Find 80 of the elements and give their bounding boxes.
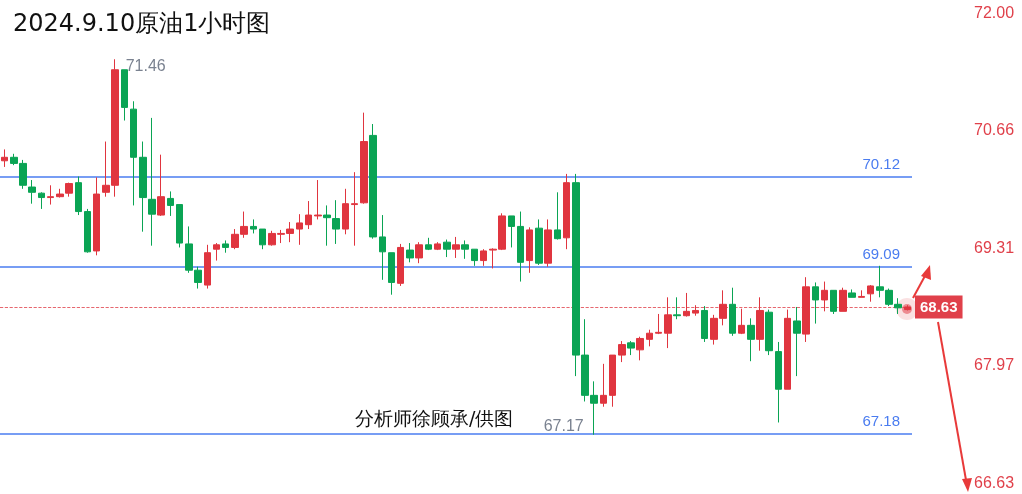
- candlestick: [508, 215, 515, 248]
- y-tick-label: 70.66: [974, 120, 1015, 138]
- candlestick: [1, 148, 8, 168]
- candlestick: [148, 117, 156, 247]
- candlestick: [563, 173, 570, 250]
- candlestick: [461, 239, 469, 260]
- candlestick: [38, 191, 45, 210]
- ref-line-label: 67.18: [862, 411, 900, 429]
- candlestick: [673, 296, 681, 320]
- candlestick: [544, 218, 552, 268]
- candlestick: [332, 199, 340, 245]
- candlestick: [213, 242, 220, 262]
- y-tick-label: 69.31: [974, 238, 1015, 256]
- candlestick: [452, 236, 460, 259]
- candlestick: [314, 179, 322, 220]
- candlestick: [296, 213, 303, 246]
- candlestick: [618, 340, 626, 363]
- candlestick: [646, 329, 653, 347]
- candlestick: [28, 179, 36, 205]
- candlestick: [729, 287, 736, 337]
- ref-line-label: 70.12: [862, 154, 900, 172]
- y-tick-label: 67.97: [974, 356, 1015, 374]
- annotation: 71.46: [125, 56, 166, 74]
- candlestick: [848, 288, 856, 298]
- candlestick: [636, 336, 644, 361]
- candlestick: [406, 242, 414, 263]
- candlestick: [305, 200, 312, 230]
- candlestick: [858, 289, 865, 298]
- candlestick: [222, 239, 229, 254]
- candlestick: [775, 341, 782, 423]
- candlestick: [388, 252, 395, 296]
- candlestick: [600, 363, 607, 408]
- candlestick: [793, 306, 801, 377]
- candlestick: [535, 218, 543, 266]
- chart-title: 2024.9.10原油1小时图: [13, 9, 271, 37]
- candlestick: [517, 211, 524, 283]
- candlestick: [167, 190, 174, 217]
- candlestick: [830, 289, 837, 315]
- candlestick: [812, 281, 819, 325]
- candlestick: [121, 69, 128, 122]
- candlestick: [351, 171, 358, 247]
- candlestick: [259, 228, 266, 250]
- candlestick: [397, 243, 404, 287]
- candlestick: [526, 226, 533, 274]
- candlestick: [434, 241, 441, 251]
- ref-line-label: 69.09: [862, 244, 900, 262]
- candlestick: [360, 112, 368, 205]
- annotation: 分析师徐顾承/供图: [355, 406, 514, 429]
- candlestick: [425, 237, 432, 251]
- candlestick: [250, 218, 257, 234]
- candlestick: [130, 100, 137, 206]
- ref-line-label: 68.63: [920, 298, 958, 316]
- candlestick: [609, 354, 616, 408]
- candlestick: [176, 204, 183, 248]
- candlestick: [627, 340, 635, 356]
- candlestick: [471, 248, 478, 267]
- candlestick: [369, 123, 377, 240]
- candlestick: [47, 184, 54, 206]
- candlestick: [323, 204, 331, 247]
- y-tick-label: 66.63: [974, 473, 1015, 491]
- candlestick: [139, 141, 147, 233]
- candlestick: [443, 239, 451, 258]
- candlestick: [747, 317, 755, 362]
- candlestick: [480, 248, 487, 267]
- candlestick: [415, 241, 423, 264]
- candlestick: [701, 305, 708, 343]
- candlestick: [554, 191, 561, 241]
- candlestick: [93, 176, 100, 256]
- candlestick: [84, 208, 91, 254]
- candlestick: [765, 309, 773, 356]
- y-tick-label: 72.00: [974, 3, 1015, 21]
- annotation: 67.17: [543, 417, 584, 435]
- candlestick: [204, 244, 211, 290]
- candlestick: [157, 154, 165, 217]
- candlestick: [655, 313, 662, 335]
- candlestick: [784, 309, 791, 390]
- candlestick: [379, 214, 386, 281]
- candlestick: [75, 176, 82, 216]
- candlestick: [867, 284, 874, 303]
- candlestick: [342, 188, 349, 235]
